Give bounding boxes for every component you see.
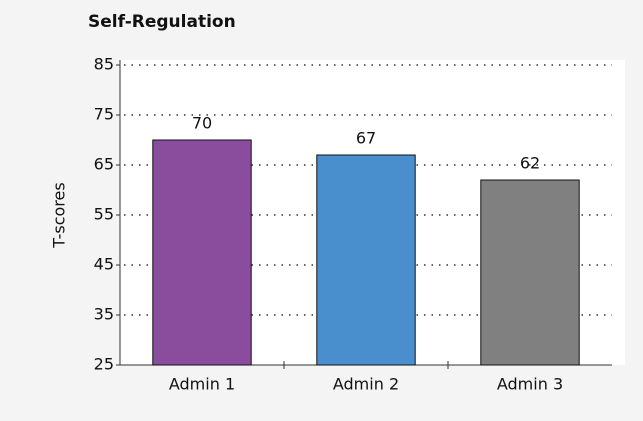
x-tick-label: Admin 3 [497, 375, 563, 394]
data-label: 70 [192, 114, 212, 133]
y-tick-label: 55 [94, 205, 114, 224]
data-label: 67 [356, 129, 376, 148]
y-tick-label: 65 [94, 155, 114, 174]
y-tick-label: 85 [94, 55, 114, 74]
chart-title: Self-Regulation [88, 12, 236, 32]
bar [316, 154, 416, 366]
y-axis-label: T-scores [50, 182, 69, 248]
data-label: 62 [520, 154, 540, 173]
y-tick-label: 35 [94, 305, 114, 324]
bar [480, 179, 580, 366]
y-tick-label: 25 [94, 355, 114, 374]
x-tick-label: Admin 1 [169, 375, 235, 394]
y-tick-label: 75 [94, 105, 114, 124]
y-tick-label: 45 [94, 255, 114, 274]
bar [152, 139, 252, 366]
x-tick-label: Admin 2 [333, 375, 399, 394]
